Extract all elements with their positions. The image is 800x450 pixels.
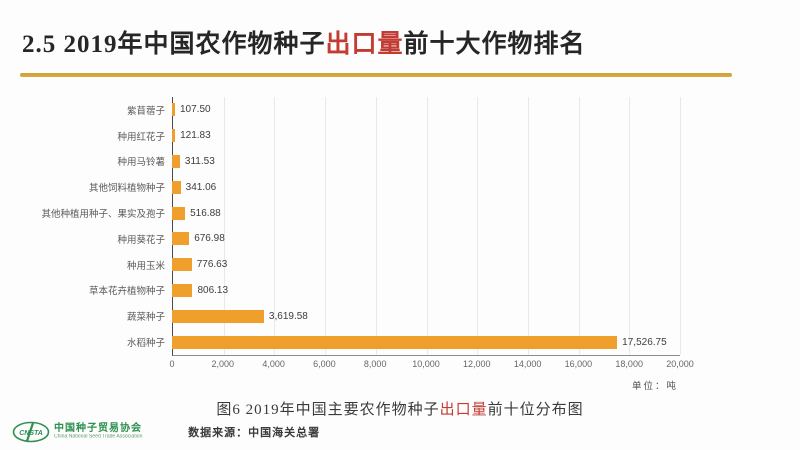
- org-name-block: 中国种子贸易协会 China National Seed Trade Assoc…: [54, 423, 158, 441]
- footer: CNSTA 中国种子贸易协会 China National Seed Trade…: [12, 421, 320, 443]
- gridline: [527, 97, 529, 355]
- gridline: [223, 97, 225, 355]
- figure-caption: 图6 2019年中国主要农作物种子出口量前十位分布图: [0, 398, 800, 419]
- gridline: [680, 97, 681, 355]
- x-tick-label: 18,000: [615, 359, 643, 369]
- gridline: [325, 97, 327, 355]
- bar: [172, 309, 264, 323]
- bar-track: 776.63: [172, 252, 680, 278]
- value-label: 3,619.58: [268, 310, 308, 322]
- category-label: 种用玉米: [126, 260, 165, 272]
- caption-highlight: 出口量: [439, 402, 488, 418]
- x-tick-label: 2,000: [211, 359, 235, 369]
- logo-text: CNSTA: [19, 430, 43, 437]
- bar-track: 107.50: [172, 97, 680, 123]
- bar-rows: 紫苜蓿子 107.50 种用红花子 121.83 种用马铃薯 311.53 其他饲料植物种子…: [33, 97, 680, 355]
- x-tick-label: 12,000: [463, 359, 491, 369]
- chart-row: 紫苜蓿子 107.50: [33, 97, 680, 123]
- category-label: 紫苜蓿子: [126, 105, 165, 117]
- bar: [172, 103, 175, 117]
- bar: [172, 180, 181, 194]
- cnsta-logo-icon: CNSTA: [12, 421, 50, 443]
- value-label: 17,526.75: [622, 336, 667, 348]
- chart-row: 种用葵花子 676.98: [33, 226, 680, 252]
- chart-row: 种用玉米 776.63: [33, 252, 680, 278]
- unit-label: 单位：吨: [631, 381, 678, 392]
- bar-track: 341.06: [172, 174, 680, 200]
- chart-row: 其他种植用种子、果实及孢子 516.88: [33, 200, 680, 226]
- chart-row: 种用马铃薯 311.53: [33, 149, 680, 175]
- org-name-en: China National Seed Trade Association: [54, 434, 143, 440]
- gridline: [426, 97, 428, 355]
- category-label: 种用红花子: [117, 131, 165, 143]
- chart-row: 其他饲料植物种子 341.06: [33, 174, 680, 200]
- value-label: 806.13: [197, 284, 229, 296]
- title-prefix: 2.5 2019年中国农作物种子: [22, 31, 326, 58]
- org-name-cn: 中国种子贸易协会: [54, 423, 142, 435]
- value-label: 121.83: [180, 130, 211, 142]
- gridline: [274, 97, 276, 355]
- x-tick-label: 10,000: [412, 359, 440, 369]
- category-label: 蔬菜种子: [126, 312, 165, 324]
- chart-row: 水稻种子 17,526.75: [33, 329, 680, 355]
- chart-row: 蔬菜种子 3,619.58: [33, 303, 680, 329]
- gridline: [578, 97, 580, 355]
- bar-track: 806.13: [172, 278, 680, 304]
- x-tick-label: 16,000: [564, 359, 593, 369]
- title-suffix: 前十大作物排名: [403, 31, 586, 58]
- bar: [172, 335, 618, 349]
- category-label: 其他种植用种子、果实及孢子: [41, 209, 165, 221]
- gridline: [477, 97, 479, 355]
- chart-row: 草本花卉植物种子 806.13: [33, 278, 680, 304]
- category-label: 其他饲料植物种子: [88, 183, 165, 195]
- data-source: 数据来源：中国海关总署: [188, 427, 321, 439]
- chart-row: 种用红花子 121.83: [33, 123, 680, 149]
- bar-track: 121.83: [172, 123, 680, 149]
- bar-track: 17,526.75: [172, 329, 680, 355]
- x-tick-label: 4,000: [262, 359, 285, 369]
- plot-area: [172, 97, 681, 356]
- bar-track: 676.98: [172, 226, 680, 252]
- bar-track: 3,619.58: [172, 303, 680, 329]
- category-label: 种用马铃薯: [117, 157, 165, 169]
- bar: [172, 154, 180, 168]
- bar-track: 311.53: [172, 149, 680, 175]
- x-axis: 0 2,000 4,000 6,000 8,000 10,000 12,000 14,000 1…: [169, 357, 693, 371]
- gridline: [629, 97, 631, 355]
- gridline: [375, 97, 377, 355]
- bar: [172, 206, 186, 220]
- value-label: 516.88: [190, 207, 221, 219]
- title-highlight: 出口量: [325, 31, 404, 58]
- bar-track: 516.88: [172, 200, 680, 226]
- x-tick-label: 20,000: [666, 359, 694, 369]
- category-label: 水稻种子: [126, 338, 165, 350]
- caption-suffix: 前十位分布图: [487, 402, 584, 418]
- bar: [172, 129, 176, 143]
- value-label: 311.53: [184, 155, 215, 167]
- value-label: 776.63: [196, 259, 228, 271]
- title-underline: [20, 73, 732, 77]
- x-tick-label: 8,000: [363, 359, 387, 369]
- value-label: 676.98: [194, 233, 225, 245]
- x-tick-label: 14,000: [513, 359, 542, 369]
- page-title: 2.5 2019年中国农作物种子出口量前十大作物排名: [22, 24, 762, 60]
- value-label: 107.50: [180, 104, 211, 116]
- value-label: 341.06: [185, 181, 217, 193]
- bar: [172, 258, 192, 272]
- caption-prefix: 图6 2019年中国主要农作物种子: [216, 402, 440, 418]
- bar-chart: 紫苜蓿子 107.50 种用红花子 121.83 种用马铃薯 311.53 其他饲料植物种子…: [33, 97, 694, 393]
- x-tick-label: 0: [169, 359, 175, 369]
- x-tick-label: 6,000: [313, 359, 336, 369]
- bar: [172, 232, 190, 246]
- category-label: 种用葵花子: [117, 234, 165, 246]
- category-label: 草本花卉植物种子: [88, 286, 165, 298]
- bar: [172, 283, 193, 297]
